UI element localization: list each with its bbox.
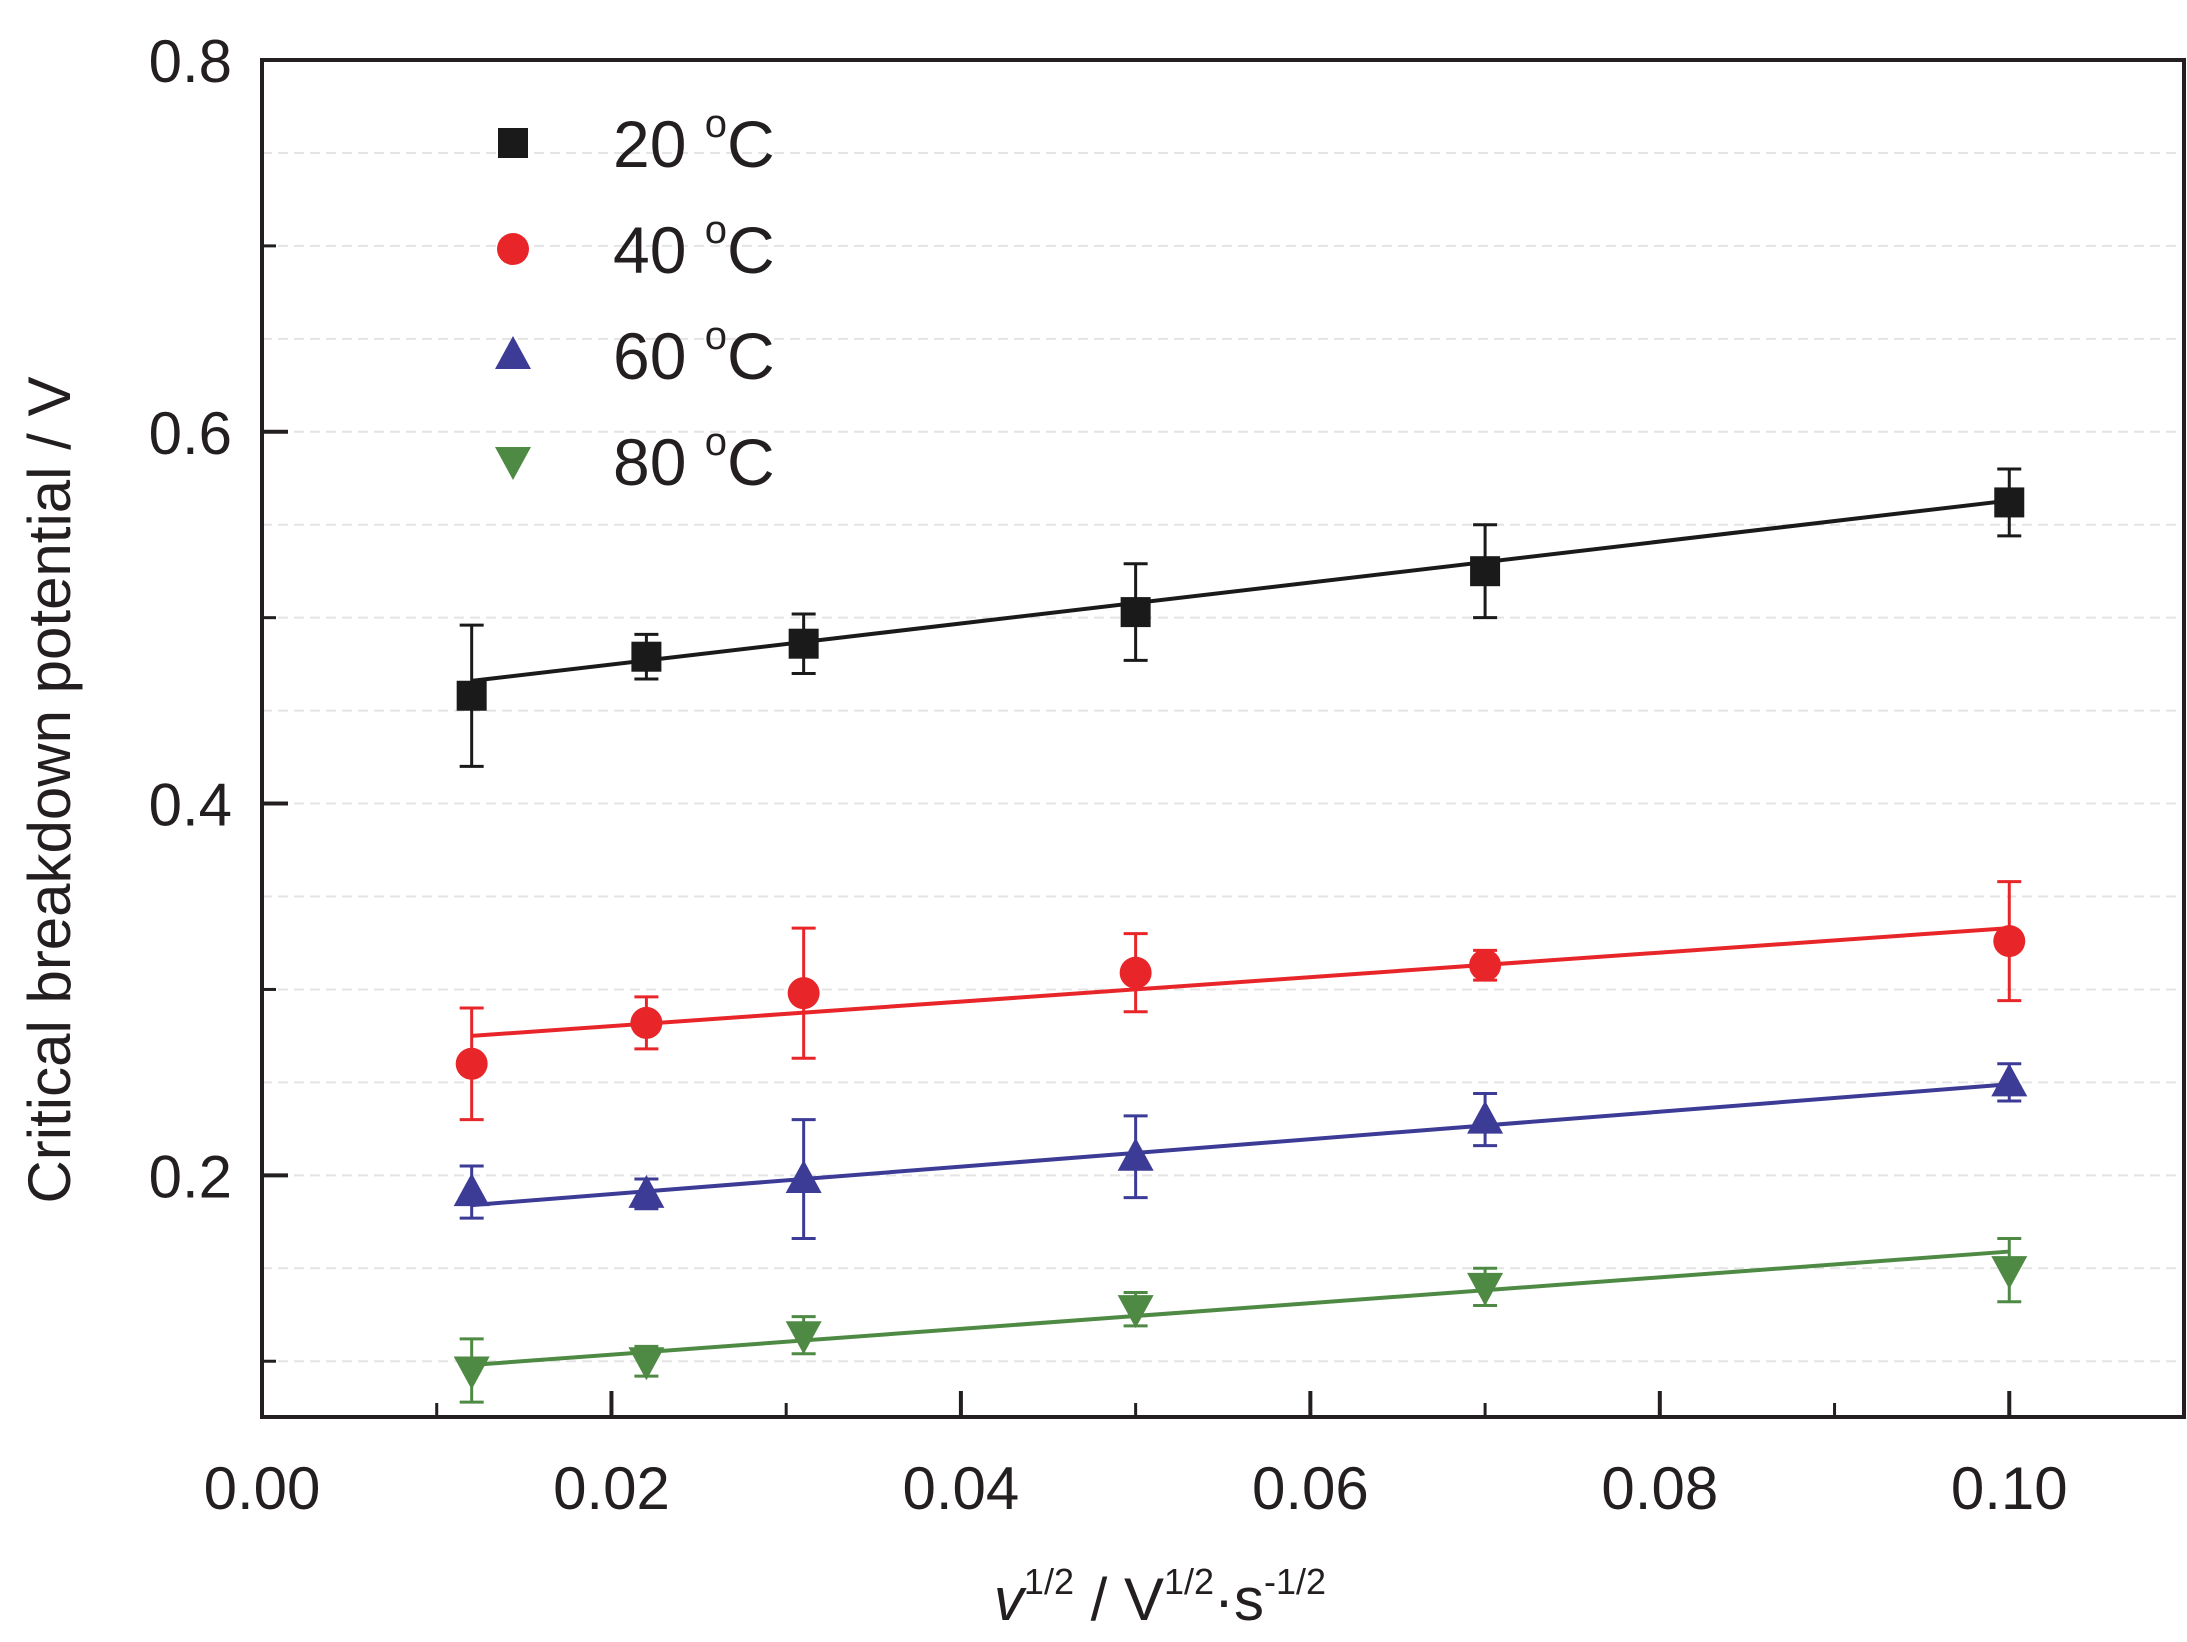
svg-text:v1/2 / V1/2·s-1/2: v1/2 / V1/2·s-1/2 [994,1561,1326,1633]
data-point [631,641,662,672]
data-point [785,1321,822,1355]
data-point [1467,1100,1504,1134]
y-tick-label: 0.6 [149,400,232,467]
x-axis-title-exp2: 1/2 [1164,1561,1214,1602]
data-point [628,1347,665,1381]
x-tick-label: 0.02 [553,1455,670,1522]
legend-marker [497,233,529,265]
data-point [788,628,819,659]
data-point [1117,1295,1154,1329]
x-axis-title-unit: / V [1074,1566,1164,1633]
data-point [1120,597,1151,628]
data-point [1469,949,1502,982]
y-axis-title: Critical breakdown potential / V [16,376,83,1203]
x-tick-label: 0.04 [903,1455,1020,1522]
x-tick-label: 0.00 [204,1455,321,1522]
series-square [456,467,2025,768]
series-triangle-up [453,1062,2028,1241]
x-tick-label: 0.06 [1252,1455,1369,1522]
data-point [628,1174,665,1208]
x-tick-label: 0.10 [1951,1455,2068,1522]
fit-line [471,1249,2010,1367]
x-axis-title-exp1: 1/2 [1024,1561,1074,1602]
plot-frame [260,58,2186,1419]
data-point [455,1047,488,1080]
data-point [1991,1256,2028,1290]
data-point [456,680,487,711]
axis-ticks: 0.00 0.02 0.04 0.06 0.08 0.10 0.2 0.4 0.6 0.8 [149,28,2068,1522]
data-point [1993,925,2026,958]
data-point [1991,1063,2028,1097]
data-point [1119,956,1152,989]
x-axis-title-exp3: -1/2 [1264,1561,1326,1602]
data-point [630,1006,663,1039]
legend: 20 oC 40 oC 60 oC 80 oC [495,102,775,499]
legend-label: 40 oC [613,208,775,287]
legend-marker [495,336,531,369]
series-triangle-down [453,1237,2028,1404]
data-point [1994,487,2025,518]
data-point [1467,1272,1504,1306]
data-point [1470,556,1501,587]
data-point [453,1173,490,1207]
legend-marker [498,128,528,158]
x-axis-title-unit2: ·s [1214,1566,1264,1633]
series-circle [455,880,2026,1122]
minor-gridlines [262,151,2184,1363]
data-series-layer [453,467,2028,1404]
y-tick-label: 0.4 [149,772,232,839]
legend-label: 80 oC [613,420,775,499]
x-tick-label: 0.08 [1601,1455,1718,1522]
legend-label: 60 oC [613,314,775,393]
data-point [785,1160,822,1194]
legend-label: 20 oC [613,102,775,181]
data-point [787,977,820,1010]
y-tick-label: 0.8 [149,28,232,95]
data-point [1117,1137,1154,1171]
y-tick-label: 0.2 [149,1143,232,1210]
data-point [453,1356,490,1390]
x-axis-title: v1/2 / V1/2·s-1/2 [994,1561,1326,1633]
fit-line [471,498,2010,683]
fit-line [471,1082,2010,1208]
legend-marker [495,447,531,480]
x-axis-title-symbol: v [994,1566,1027,1633]
fit-line [471,926,2010,1038]
